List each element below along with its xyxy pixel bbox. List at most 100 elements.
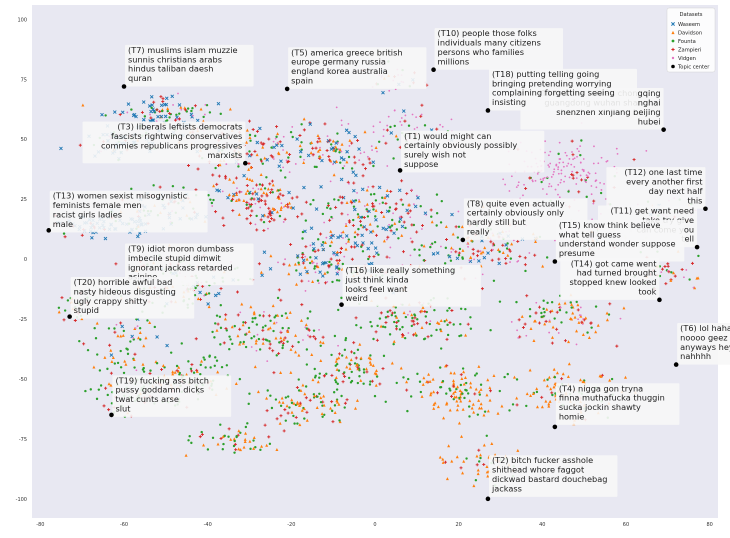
data-point-founta: [390, 224, 394, 227]
data-point-vidgen: [280, 202, 283, 205]
data-point-vidgen: [302, 339, 304, 341]
y-tick-label: -50: [19, 377, 27, 383]
data-point-davidson: [243, 437, 247, 441]
data-point-davidson: [551, 325, 555, 329]
data-point-zampieri: [385, 255, 389, 259]
data-point-vidgen: [248, 202, 251, 205]
data-point-founta: [293, 422, 296, 425]
data-point-founta: [444, 246, 448, 250]
data-point-davidson: [148, 320, 152, 324]
data-point-davidson: [481, 250, 485, 254]
data-point-waseem: [477, 259, 481, 263]
data-point-zampieri: [317, 137, 321, 141]
data-point-zampieri: [279, 414, 283, 418]
data-point-zampieri: [517, 318, 521, 322]
data-point-davidson: [447, 444, 451, 448]
data-point-davidson: [455, 408, 459, 412]
data-point-founta: [546, 378, 549, 381]
data-point-vidgen: [317, 282, 320, 285]
data-point-vidgen: [539, 178, 542, 181]
data-point-waseem: [136, 234, 140, 239]
data-point-zampieri: [379, 311, 383, 315]
data-point-founta: [263, 187, 267, 190]
data-point-founta: [478, 460, 481, 463]
data-point-zampieri: [277, 288, 281, 292]
data-point-founta: [525, 404, 528, 408]
data-point-zampieri: [490, 258, 494, 262]
data-point-vidgen: [567, 162, 570, 165]
data-point-founta: [335, 388, 339, 391]
data-point-vidgen: [340, 231, 343, 234]
data-point-davidson: [624, 375, 628, 379]
data-point-founta: [366, 215, 370, 218]
data-point-zampieri: [300, 212, 304, 216]
data-point-davidson: [242, 445, 246, 449]
data-point-davidson: [315, 405, 319, 409]
data-point-zampieri: [365, 228, 369, 232]
data-point-founta: [304, 219, 308, 222]
data-point-founta: [524, 269, 527, 273]
data-point-founta: [464, 307, 467, 311]
data-point-davidson: [464, 333, 468, 337]
data-point-davidson: [468, 399, 472, 403]
data-point-founta: [268, 442, 272, 446]
data-point-founta: [358, 375, 361, 378]
data-point-zampieri: [62, 318, 66, 322]
data-point-founta: [178, 112, 181, 115]
data-point-founta: [212, 198, 215, 202]
data-point-waseem: [332, 160, 337, 165]
data-point-vidgen: [254, 223, 257, 226]
data-point-davidson: [285, 404, 289, 408]
data-point-founta: [473, 374, 477, 377]
data-point-zampieri: [608, 302, 612, 306]
data-point-founta: [350, 167, 354, 170]
data-point-founta: [218, 315, 222, 318]
data-point-zampieri: [224, 327, 228, 331]
data-point-davidson: [605, 318, 609, 322]
data-point-davidson: [456, 385, 460, 389]
data-point-vidgen: [274, 137, 277, 140]
topic-label-line: millions: [438, 56, 470, 66]
data-point-davidson: [382, 214, 386, 218]
data-point-vidgen: [543, 177, 546, 179]
data-point-founta: [565, 311, 568, 314]
data-point-zampieri: [580, 178, 584, 182]
data-point-zampieri: [515, 403, 519, 407]
data-point-vidgen: [204, 103, 207, 106]
data-point-vidgen: [256, 333, 259, 336]
data-point-davidson: [477, 398, 481, 402]
data-point-vidgen: [342, 237, 344, 239]
data-point-waseem: [360, 233, 364, 238]
data-point-waseem: [344, 234, 349, 238]
data-point-davidson: [476, 472, 480, 476]
data-point-zampieri: [423, 309, 427, 313]
data-point-davidson: [344, 247, 348, 251]
data-point-waseem: [377, 185, 382, 190]
data-point-vidgen: [579, 145, 582, 147]
data-point-founta: [66, 299, 70, 302]
topic-center-t10: [431, 67, 436, 73]
data-point-zampieri: [215, 182, 219, 186]
data-point-waseem: [165, 343, 169, 348]
data-point-zampieri: [410, 223, 414, 227]
data-point-waseem: [150, 103, 155, 107]
data-point-founta: [142, 370, 146, 373]
data-point-vidgen: [343, 255, 346, 258]
data-point-waseem: [416, 195, 420, 200]
data-point-waseem: [353, 241, 358, 245]
legend-label: Topic center: [677, 64, 710, 70]
data-point-davidson: [348, 138, 352, 142]
data-point-vidgen: [400, 117, 403, 119]
data-point-founta: [266, 389, 269, 392]
data-point-founta: [357, 227, 360, 231]
data-point-founta: [469, 316, 472, 319]
data-point-waseem: [132, 112, 137, 117]
data-point-vidgen: [619, 317, 622, 320]
data-point-vidgen: [510, 175, 513, 178]
data-point-davidson: [541, 264, 545, 268]
data-point-founta: [178, 371, 182, 375]
data-point-zampieri: [420, 103, 424, 107]
data-point-davidson: [301, 383, 305, 387]
data-point-vidgen: [307, 334, 309, 337]
